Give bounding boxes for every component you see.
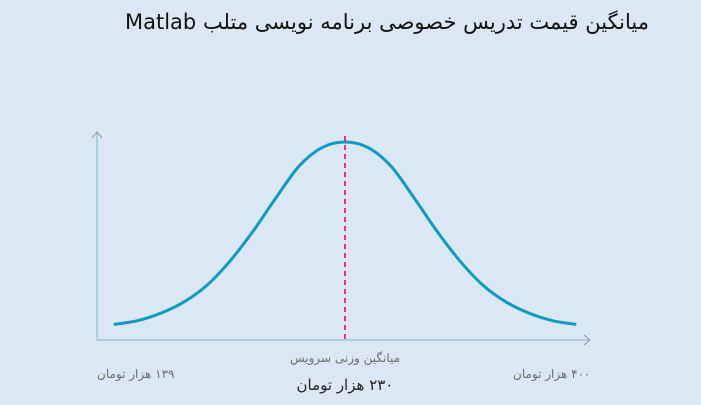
- weighted-mean-caption: میانگین وزنی سرویس: [290, 351, 401, 365]
- y-axis-arrow: [91, 131, 103, 139]
- min-price-label: ۱۳۹ هزار تومان: [97, 367, 175, 381]
- chart-title: میانگین قیمت تدریس خصوصی برنامه نویسی مت…: [125, 10, 649, 34]
- max-price-label: ۴۰۰ هزار تومان: [513, 367, 591, 381]
- x-axis-arrow: [583, 334, 591, 346]
- mean-price-label: ۲۳۰ هزار تومان: [296, 376, 394, 394]
- distribution-curve: [113, 140, 577, 326]
